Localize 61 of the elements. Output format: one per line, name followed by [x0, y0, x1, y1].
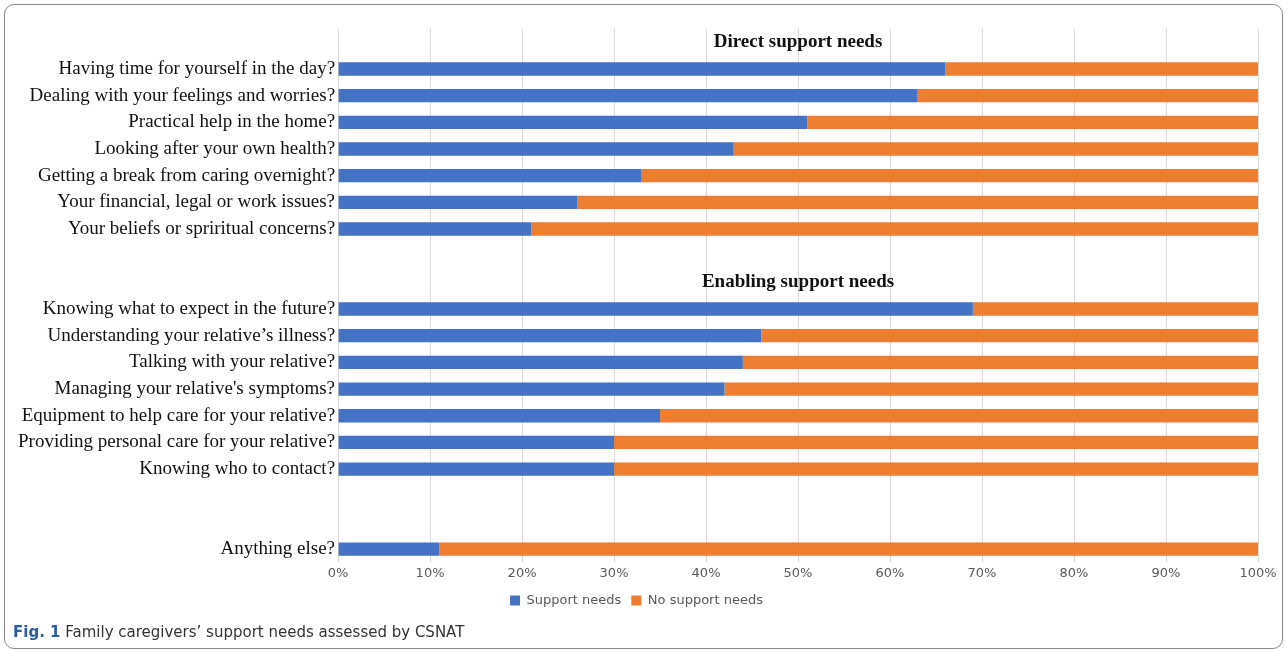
- bar: [972, 302, 1258, 316]
- x-tick-label: 60%: [875, 564, 905, 580]
- y-tick-label: Dealing with your feelings and worries?: [29, 83, 336, 105]
- bar: [338, 222, 532, 236]
- legend-label: Support needs: [526, 591, 622, 607]
- bar: [742, 355, 1258, 370]
- x-tick-label: 50%: [783, 564, 813, 580]
- bar: [338, 195, 578, 210]
- bar: [531, 222, 1258, 236]
- bar: [641, 169, 1258, 183]
- bar: [945, 62, 1258, 76]
- y-tick-label: Your financial, legal or work issues?: [57, 190, 336, 212]
- y-tick-label: Getting a break from caring overnight?: [38, 163, 336, 185]
- y-tick-label: Knowing what to expect in the future?: [42, 297, 336, 319]
- bar: [338, 142, 734, 156]
- bar: [338, 89, 918, 103]
- y-tick-label: Providing personal care for your relative?: [17, 430, 336, 452]
- bar: [614, 435, 1258, 450]
- y-tick-label: Understanding your relative’s illness?: [47, 323, 336, 345]
- bar: [338, 115, 808, 130]
- bar: [917, 89, 1258, 103]
- bar: [338, 169, 642, 183]
- y-tick-label: Having time for yourself in the day?: [58, 56, 336, 78]
- y-tick-label: Equipment to help care for your relative?: [21, 403, 336, 425]
- bar: [577, 195, 1258, 210]
- annotation: Direct support needs: [713, 30, 883, 52]
- bar: [439, 542, 1258, 556]
- y-tick-label: Managing your relative's symptoms?: [54, 377, 336, 399]
- x-tick-label: 30%: [599, 564, 629, 580]
- bar: [338, 435, 615, 450]
- bar: [761, 329, 1258, 343]
- bar: [338, 302, 973, 316]
- bar: [614, 462, 1258, 476]
- x-tick-label: 90%: [1151, 564, 1181, 580]
- caption: Fig. 1 Family caregivers’ support needs assessed by CSNAT: [13, 623, 465, 641]
- y-tick-label: Anything else?: [220, 537, 336, 559]
- legend-label: No support needs: [647, 591, 764, 607]
- bar: [338, 409, 661, 423]
- bar: [338, 355, 743, 370]
- x-tick-label: 40%: [691, 564, 721, 580]
- bar: [733, 142, 1258, 156]
- x-tick-label: 10%: [415, 564, 445, 580]
- x-tick-label: 70%: [967, 564, 997, 580]
- x-tick-label: 20%: [507, 564, 537, 580]
- bar: [338, 382, 725, 396]
- y-tick-label: Your beliefs or spriritual concerns?: [67, 217, 336, 239]
- y-tick-label: Knowing who to contact?: [139, 457, 336, 479]
- annotation: Enabling support needs: [701, 270, 895, 292]
- y-tick-label: Practical help in the home?: [128, 110, 336, 132]
- x-tick-label: 100%: [1239, 564, 1277, 580]
- bar: [660, 409, 1258, 423]
- bar: [807, 115, 1258, 130]
- y-tick-label: Talking with your relative?: [129, 350, 336, 372]
- x-tick-label: 0%: [327, 564, 349, 580]
- x-tick-label: 80%: [1059, 564, 1089, 580]
- y-tick-label: Looking after your own health?: [94, 137, 336, 158]
- bar: [338, 329, 762, 343]
- bar: [338, 62, 946, 76]
- bar: [338, 462, 615, 476]
- bar: [724, 382, 1258, 396]
- bar: [338, 542, 440, 556]
